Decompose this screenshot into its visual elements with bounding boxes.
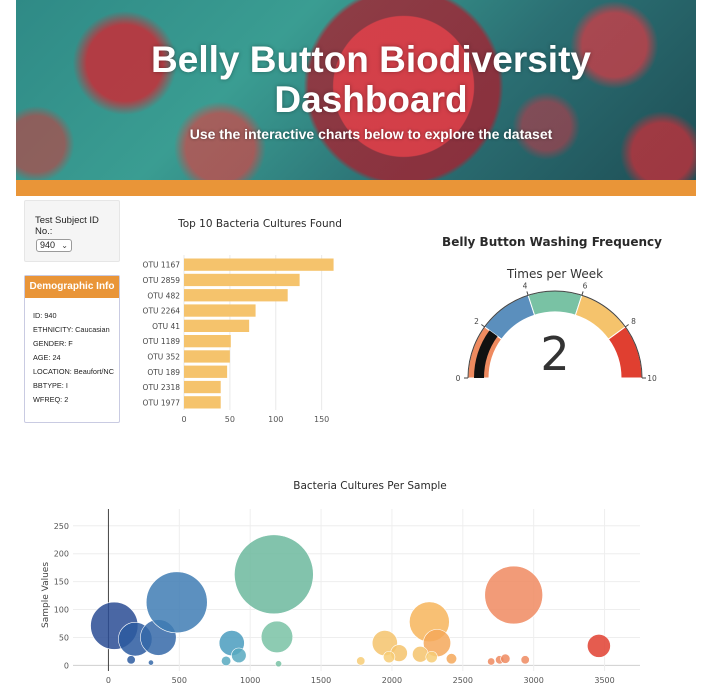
bar[interactable] xyxy=(184,380,221,394)
bubble-y-tick-label: 150 xyxy=(54,578,69,587)
page-title: Belly Button Biodiversity Dashboard xyxy=(116,40,626,120)
bar-y-tick-label: OTU 1977 xyxy=(143,398,181,407)
bar-x-tick-label: 100 xyxy=(268,415,283,424)
bubble-point[interactable] xyxy=(520,655,530,665)
gauge-tick-label: 0 xyxy=(456,374,461,383)
bar[interactable] xyxy=(184,304,256,317)
gauge-outline xyxy=(467,290,643,379)
gauge-tick-label: 10 xyxy=(647,374,657,383)
subject-id-select[interactable]: 940 ⌄ xyxy=(36,239,72,252)
bubble-x-tick-label: 1000 xyxy=(240,676,260,685)
gauge-title: Belly Button Washing Frequency xyxy=(442,235,662,249)
bubble-point[interactable] xyxy=(500,653,511,664)
gauge-tick-label: 8 xyxy=(631,317,636,326)
demographic-line: GENDER: F xyxy=(33,339,73,348)
bubble-point[interactable] xyxy=(412,646,429,663)
header-accent-bar xyxy=(16,180,696,196)
bubble-point[interactable] xyxy=(275,660,282,668)
bacteria-bubble-chart: Bacteria Cultures Per Sample Sample Valu… xyxy=(41,480,640,685)
demographic-panel: Demographic Info ID: 940 ETHNICITY: Cauc… xyxy=(24,275,120,423)
chevron-down-icon: ⌄ xyxy=(61,241,68,250)
demographic-line: LOCATION: Beaufort/NC xyxy=(33,367,114,376)
bubble-y-tick-label: 250 xyxy=(54,522,69,531)
subject-selector-panel: Test Subject ID No.: 940 ⌄ xyxy=(24,200,120,262)
bubble-x-tick-label: 2000 xyxy=(382,676,402,685)
bubble-point[interactable] xyxy=(383,650,396,664)
subject-selector-label: Test Subject ID No.: xyxy=(35,215,99,237)
bar[interactable] xyxy=(184,273,300,287)
bubble-point[interactable] xyxy=(445,653,458,665)
bubble-point[interactable] xyxy=(425,650,438,664)
bar[interactable] xyxy=(184,258,334,271)
bubble-x-tick-label: 0 xyxy=(106,676,111,685)
subject-id-value: 940 xyxy=(40,240,56,250)
bar[interactable] xyxy=(184,289,288,302)
page-title-line1: Belly Button Biodiversity xyxy=(151,39,591,80)
gauge-value-label: 2 xyxy=(540,327,569,381)
gauge-tick xyxy=(625,324,629,328)
demographic-title: Demographic Info xyxy=(25,276,119,298)
bubble-point[interactable] xyxy=(231,647,247,664)
bubble-point[interactable] xyxy=(148,659,154,666)
bubble-point[interactable] xyxy=(221,655,232,666)
page-subtitle: Use the interactive charts below to expl… xyxy=(189,126,553,142)
bubble-x-tick-label: 500 xyxy=(172,676,187,685)
top10-bar-chart: Top 10 Bacteria Cultures Found OTU 1167 O… xyxy=(143,218,342,424)
bubble-y-tick-label: 50 xyxy=(59,633,69,642)
bar[interactable] xyxy=(184,350,230,363)
gauge-tick-label: 6 xyxy=(583,282,588,291)
bubble-x-tick-label: 3000 xyxy=(524,676,544,685)
bubble-y-tick-label: 100 xyxy=(54,606,69,615)
washing-frequency-gauge: Times per Week 0 2 4 6 8 10 2 xyxy=(456,267,657,383)
demographic-line: ETHNICITY: Caucasian xyxy=(33,325,110,334)
gauge-tick-label: 2 xyxy=(474,317,479,326)
bubble-y-tick-label: 200 xyxy=(54,550,69,559)
bubble-point[interactable] xyxy=(126,655,136,665)
gauge-step xyxy=(527,290,583,316)
bar-x-tick-label: 150 xyxy=(314,415,329,424)
header-banner: Belly Button Biodiversity Dashboard Use … xyxy=(16,0,696,180)
bar-y-tick-label: OTU 1189 xyxy=(143,337,181,346)
gauge-tick xyxy=(481,324,485,328)
bubble-chart-title: Bacteria Cultures Per Sample xyxy=(293,480,446,492)
page-title-line2: Dashboard xyxy=(274,79,468,120)
bar[interactable] xyxy=(184,335,231,348)
demographic-line: BBTYPE: I xyxy=(33,381,68,390)
bar-x-tick-label: 0 xyxy=(181,415,186,424)
bar-y-tick-label: OTU 41 xyxy=(152,322,180,331)
bar-y-tick-label: OTU 352 xyxy=(147,352,180,361)
bar-y-tick-label: OTU 482 xyxy=(147,291,180,300)
bar[interactable] xyxy=(184,396,221,409)
bubble-y-tick-label: 0 xyxy=(64,661,69,670)
bar-x-tick-label: 50 xyxy=(225,415,235,424)
gauge-tick xyxy=(581,291,584,296)
demographic-body: ID: 940 ETHNICITY: Caucasian GENDER: F A… xyxy=(25,298,119,404)
bar-y-tick-label: OTU 2859 xyxy=(143,276,181,285)
demographic-line: AGE: 24 xyxy=(33,353,61,362)
bar-y-tick-label: OTU 2318 xyxy=(143,383,181,392)
bar-chart-title: Top 10 Bacteria Cultures Found xyxy=(177,218,342,230)
bubble-y-axis-label: Sample Values xyxy=(41,562,51,628)
bar-y-tick-label: OTU 1167 xyxy=(143,261,181,270)
gauge-tick xyxy=(526,291,529,296)
bubble-point[interactable] xyxy=(587,633,611,658)
bubble-point[interactable] xyxy=(356,656,366,666)
bar-y-tick-label: OTU 189 xyxy=(147,368,180,377)
gauge-tick-label: 4 xyxy=(523,282,528,291)
bubble-point[interactable] xyxy=(260,620,294,654)
bubble-point[interactable] xyxy=(234,534,314,615)
bubble-point[interactable] xyxy=(484,565,543,625)
demographic-line: ID: 940 xyxy=(33,311,57,320)
bubble-point[interactable] xyxy=(145,571,208,634)
bar[interactable] xyxy=(184,365,228,378)
bar[interactable] xyxy=(184,319,250,332)
demographic-line: WFREQ: 2 xyxy=(33,395,69,404)
bubble-x-tick-label: 3500 xyxy=(594,676,614,685)
gauge-value-bar xyxy=(474,330,498,378)
bubble-x-tick-label: 2500 xyxy=(453,676,473,685)
bubble-point[interactable] xyxy=(487,657,496,666)
bubble-x-tick-label: 1500 xyxy=(311,676,331,685)
bar-y-tick-label: OTU 2264 xyxy=(143,307,181,316)
gauge-subtitle: Times per Week xyxy=(506,267,603,281)
